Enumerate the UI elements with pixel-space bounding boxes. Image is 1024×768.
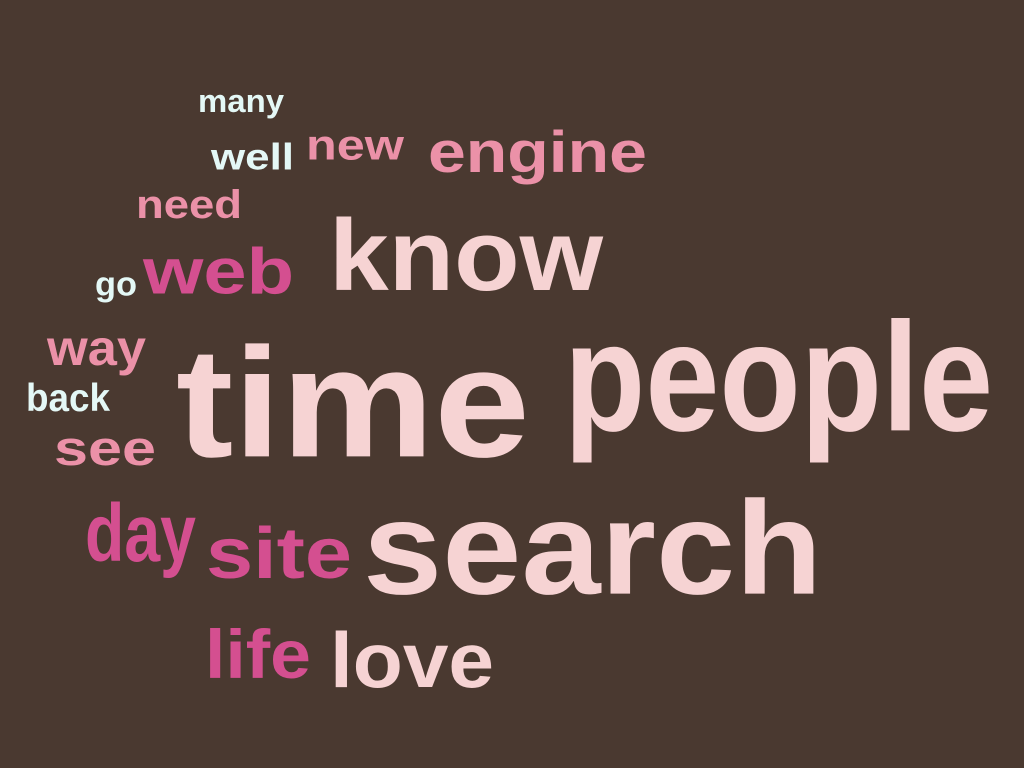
word-back: back [26,376,111,421]
word-day: day [85,487,196,579]
word-know: know [329,198,604,312]
word-web: web [143,235,295,308]
word-see: see [54,420,157,476]
word-site: site [206,513,353,594]
word-new: new [306,121,404,170]
word-search: search [363,473,823,623]
word-many: many [198,83,285,120]
word-need: need [136,182,243,227]
word-love: love [330,616,494,705]
word-time: time [176,316,530,491]
word-engine: engine [428,119,647,185]
word-life: life [205,616,311,694]
word-way: way [47,319,146,376]
word-go: go [95,266,138,304]
word-people: people [564,290,994,464]
word-well: well [211,135,295,178]
